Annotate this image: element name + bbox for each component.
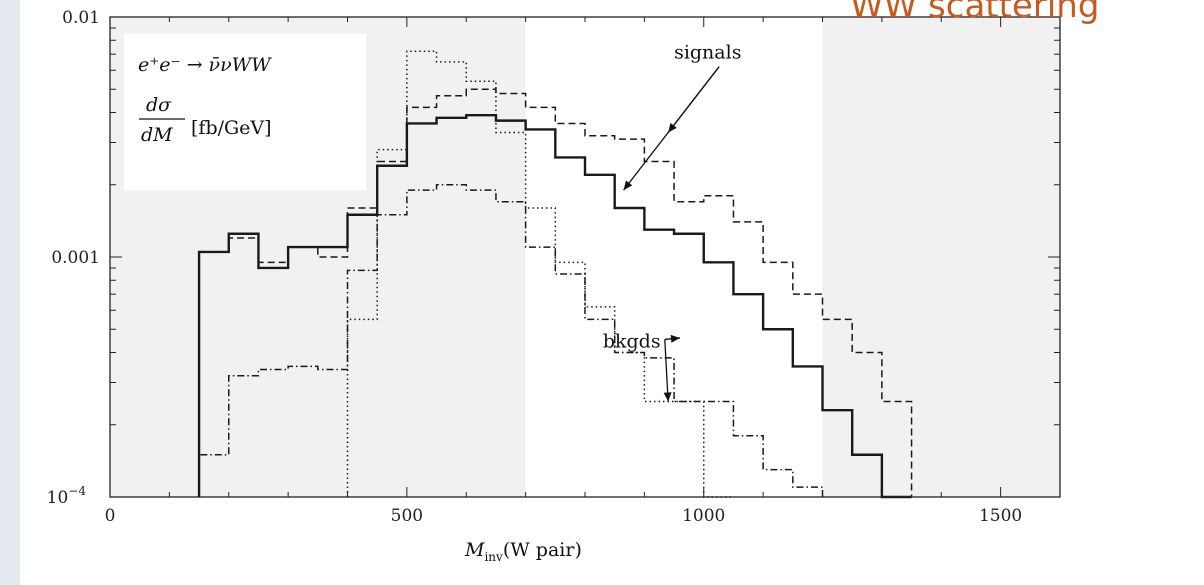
x-axis-label: Minv(W pair) xyxy=(464,539,582,564)
slide-left-strip xyxy=(0,0,20,585)
annotation-arrowhead xyxy=(670,334,680,343)
series-dashdot-line xyxy=(198,184,824,497)
x-tick-label: 500 xyxy=(391,506,423,526)
annotation-arrowhead xyxy=(668,122,677,133)
x-axis-ticks: 0 500 1000 1500 xyxy=(105,17,1061,526)
y-axis-ticks: 0.01 0.001 10−4 xyxy=(47,8,1060,508)
x-tick-label: 0 xyxy=(105,506,116,526)
annotation-signals: signals xyxy=(674,42,741,64)
inset-numerator: dσ xyxy=(146,94,172,116)
annotation-bkgds: bkgds xyxy=(603,330,661,352)
shaded-regions xyxy=(110,17,1060,497)
series-dotted-line xyxy=(346,50,734,498)
inset-box xyxy=(124,34,366,190)
x-tick-label: 1000 xyxy=(682,506,725,526)
annotation-arrow xyxy=(664,339,669,402)
x-tick-label: 1500 xyxy=(979,506,1022,526)
slide-title: WW scattering xyxy=(850,0,1100,26)
y-tick-label: 0.001 xyxy=(51,248,100,268)
shaded-region-2 xyxy=(822,17,1060,497)
series-dashed-line xyxy=(198,88,913,497)
annotation-arrow xyxy=(667,66,720,133)
inset-process: e⁺e⁻ → ν̄νWW xyxy=(138,54,272,76)
y-tick-label: 10−4 xyxy=(47,484,87,508)
annotation-arrowhead xyxy=(663,392,672,402)
histogram-series xyxy=(197,50,913,499)
annotation-arrows xyxy=(623,66,720,402)
annotation-arrowhead xyxy=(623,180,633,191)
inset-denominator: dM xyxy=(141,124,173,146)
inset-units: [fb/GeV] xyxy=(191,117,272,139)
y-tick-label: 0.01 xyxy=(62,8,100,28)
